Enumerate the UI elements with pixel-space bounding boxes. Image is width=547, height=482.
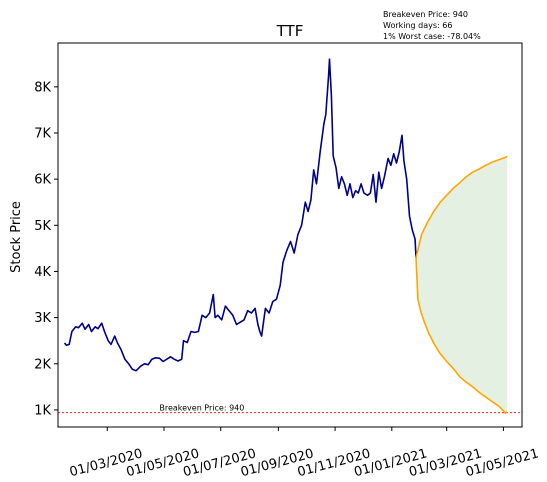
y-tick-label: 8K [34,80,51,95]
y-ticks: 1K 2K 3K 4K 5K 6K 7K 8K [34,80,58,418]
y-tick-label: 1K [34,403,51,418]
y-tick-label: 5K [34,219,51,234]
y-tick-label: 4K [34,265,51,280]
projection-upper-line [415,155,508,258]
info-breakeven-text: Breakeven Price: 940 [383,10,468,19]
y-tick-label: 3K [34,311,51,326]
history-line [63,58,417,372]
info-working-days-text: Working days: 66 [383,21,452,30]
breakeven-label: Breakeven Price: 940 [159,404,244,413]
plot-frame [57,42,523,428]
info-worst-case-text: 1% Worst case: -78.04% [383,32,481,41]
y-tick-label: 2K [34,357,51,372]
plot-area: Breakeven Price: 940 [58,58,522,415]
info-box: Breakeven Price: 940 Working days: 66 1%… [383,10,481,41]
y-tick-label: 7K [34,127,51,142]
projection-band [416,156,508,414]
y-axis-label: Stock Price [9,201,24,273]
chart-title: TTF [276,22,304,40]
projection-lower-line [415,257,508,415]
y-tick-label: 6K [34,173,51,188]
